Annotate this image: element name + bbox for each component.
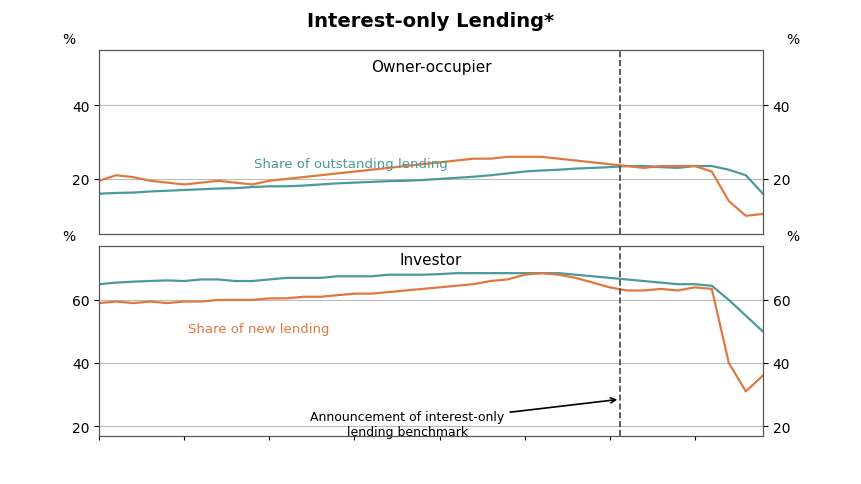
Text: Share of outstanding lending: Share of outstanding lending [254,157,448,170]
Text: %: % [785,33,798,47]
Text: %: % [785,229,798,243]
Text: %: % [63,229,76,243]
Text: Investor: Investor [400,253,461,268]
Text: %: % [63,33,76,47]
Text: Announcement of interest-only
lending benchmark: Announcement of interest-only lending be… [310,398,615,439]
Text: Interest-only Lending*: Interest-only Lending* [307,12,554,31]
Text: Owner-occupier: Owner-occupier [370,60,491,75]
Text: Share of new lending: Share of new lending [188,322,329,335]
